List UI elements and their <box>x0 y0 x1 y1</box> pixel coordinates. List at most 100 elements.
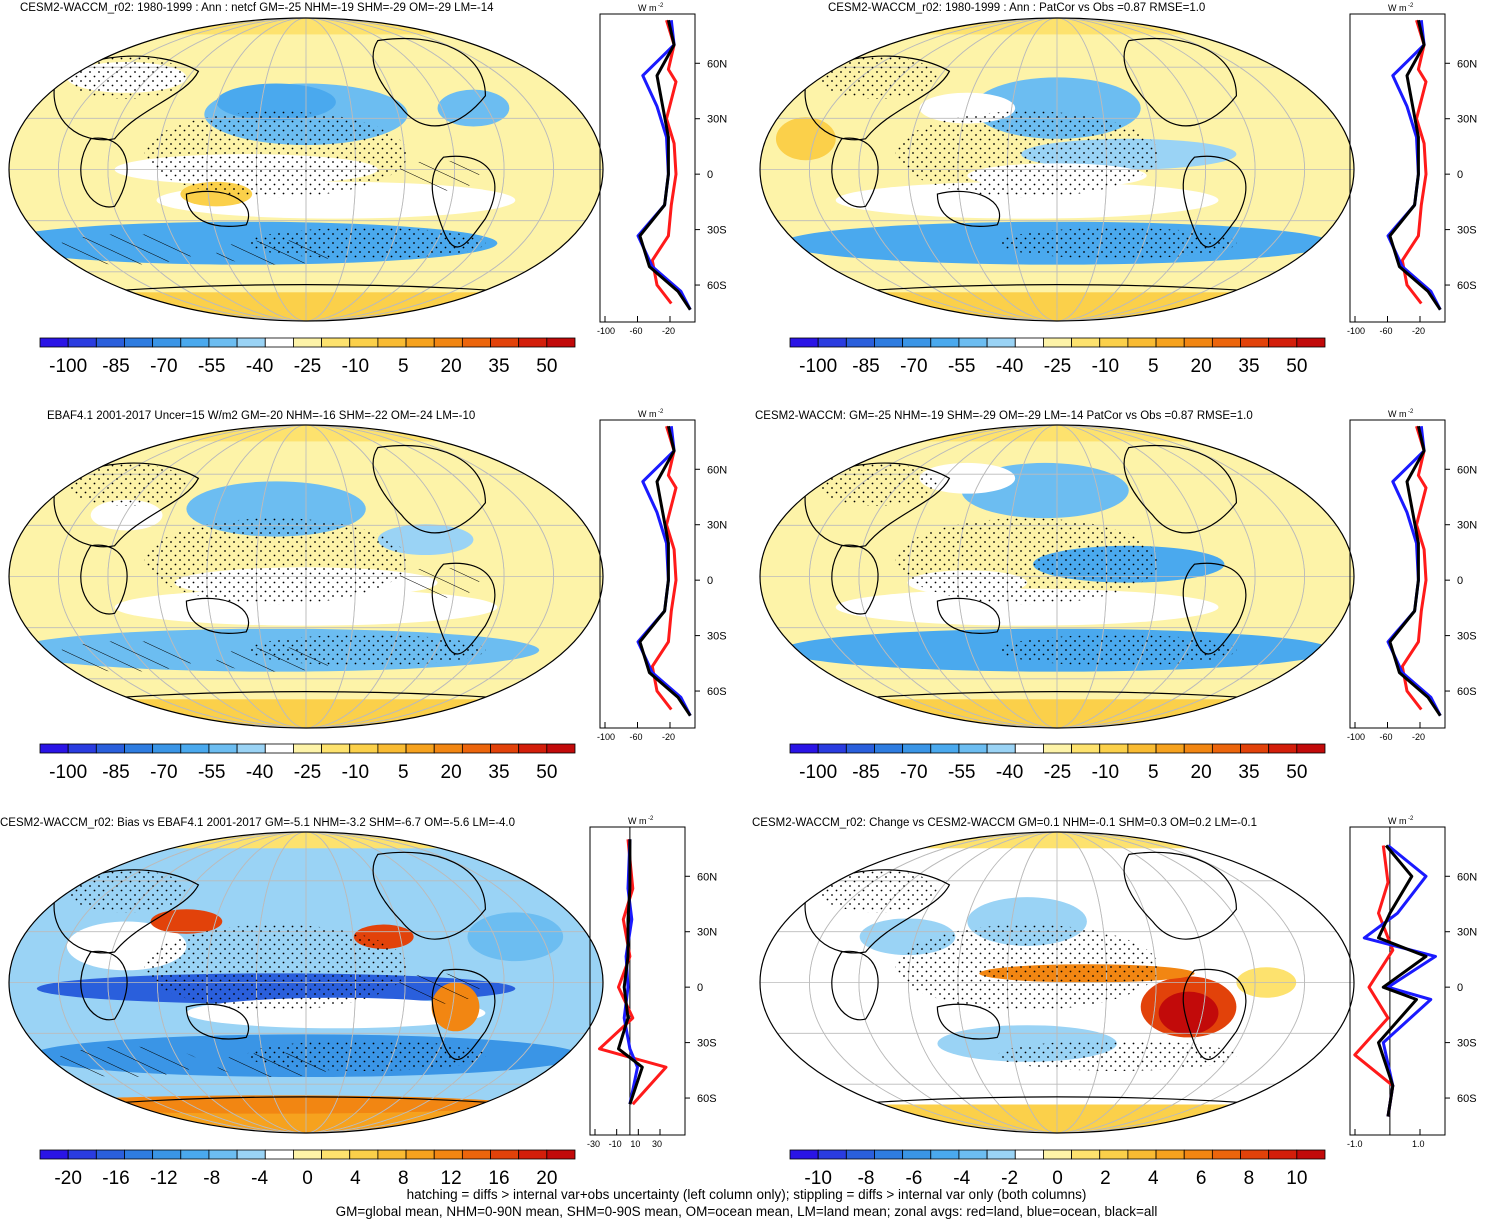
colorbar-swatch <box>902 337 932 348</box>
x-tick-label: -100 <box>597 732 615 742</box>
colorbar-label: -70 <box>150 762 177 783</box>
panel-title: CESM2-WACCM_r02: Change vs CESM2-WACCM G… <box>752 817 1257 829</box>
coastline <box>936 1003 1000 1040</box>
colorbar-label: 20 <box>441 762 462 783</box>
colorbar-swatch <box>95 1149 125 1160</box>
colorbar-label: -8 <box>203 1168 220 1188</box>
graticule-line <box>107 425 505 728</box>
lat-label: 60N <box>707 58 727 70</box>
colorbar-swatch <box>490 743 520 754</box>
colorbar-swatch <box>293 337 322 348</box>
hatching <box>395 973 480 1004</box>
colorbar-label: 35 <box>1238 356 1259 377</box>
stippling <box>817 55 938 99</box>
colorbar-swatch <box>902 743 932 754</box>
colorbar-label: -10 <box>804 1168 831 1188</box>
colorbar-swatch <box>1014 743 1044 754</box>
global-map <box>759 424 1355 729</box>
colorbar-swatch <box>405 743 435 754</box>
units-label: W m <box>638 3 657 13</box>
x-tick-label: -20 <box>662 732 675 742</box>
coastline <box>431 968 496 1061</box>
graticule-line <box>107 832 505 1133</box>
lat-label: 0 <box>1457 982 1463 994</box>
x-tick-label: 10 <box>630 1139 640 1149</box>
colorbar-swatch <box>1043 337 1072 348</box>
x-tick-label: -100 <box>597 326 615 336</box>
coastline <box>372 37 487 127</box>
lat-label: 30N <box>1457 114 1477 126</box>
colorbar-swatch <box>124 743 154 754</box>
colorbar-swatch <box>321 1149 351 1160</box>
colorbar-label: 10 <box>1286 1168 1307 1188</box>
colorbar-swatch <box>1183 743 1213 754</box>
colorbar-label: -6 <box>905 1168 922 1188</box>
zonal-mean-line <box>1362 844 1437 1117</box>
colorbar-swatch <box>1211 743 1241 754</box>
stippling <box>895 924 1159 1010</box>
lat-label: 30S <box>1457 631 1477 643</box>
colorbar: -10 -8 -6 -4 -2 0 2 4 6 8 10 <box>789 1149 1326 1188</box>
colorbar-swatch <box>1014 337 1044 348</box>
graticule-line <box>808 425 1306 728</box>
zonal-frame <box>1349 13 1446 323</box>
colorbar-label: -25 <box>294 762 321 783</box>
hatching <box>216 240 336 265</box>
units-exponent: -2 <box>658 3 664 9</box>
stippling <box>997 1040 1237 1071</box>
colorbar-swatch <box>1043 743 1072 754</box>
coastline <box>372 444 487 534</box>
graticule-line <box>57 832 555 1133</box>
colorbar-swatch <box>95 337 125 348</box>
colorbar-swatch <box>67 337 97 348</box>
map-field <box>1158 991 1219 1035</box>
map-field <box>36 1095 516 1114</box>
lat-label: 60S <box>707 686 727 698</box>
zonal-average-plot: W m -2 60N 30N 0 30S 60S -100 -60 -20 <box>1347 3 1477 336</box>
colorbar-label: 20 <box>536 1168 557 1188</box>
colorbar-swatch <box>293 1149 322 1160</box>
colorbar-label: -85 <box>102 356 129 377</box>
colorbar-swatch <box>1099 337 1129 348</box>
colorbar-label: -55 <box>198 356 225 377</box>
lat-label: 30N <box>707 520 727 532</box>
colorbar-swatch <box>1268 743 1298 754</box>
colorbar-swatch <box>67 743 97 754</box>
colorbar: -20 -16 -12 -8 -4 0 4 8 12 16 20 <box>39 1149 576 1188</box>
coastline <box>804 869 951 954</box>
colorbar-label: -70 <box>150 356 177 377</box>
lat-label: 30S <box>707 225 727 237</box>
colorbar-swatch <box>152 337 182 348</box>
colorbar-label: -40 <box>996 356 1023 377</box>
colorbar-swatch <box>349 337 379 348</box>
colorbar-swatch <box>845 743 875 754</box>
lat-label: 30N <box>697 927 717 939</box>
colorbar-swatch <box>490 337 520 348</box>
map-field <box>835 588 1219 626</box>
map-border <box>759 424 1355 729</box>
map-border <box>8 17 604 322</box>
colorbar: -100 -85 -70 -55 -40 -25 -10 5 20 35 50 <box>39 743 576 783</box>
lat-label: 30N <box>707 114 727 126</box>
coastline <box>53 869 200 954</box>
colorbar-swatch <box>1296 337 1326 348</box>
colorbar-swatch <box>39 337 69 348</box>
coastline <box>936 597 1000 634</box>
colorbar-swatch <box>67 1149 97 1160</box>
colorbar-swatch <box>152 743 182 754</box>
lat-label: 60N <box>697 871 717 883</box>
colorbar-label: 8 <box>1244 1168 1255 1188</box>
stippling <box>66 869 187 913</box>
zonal-average-plot: W m -2 60N 30N 0 30S 60S -100 -60 -20 <box>597 409 727 742</box>
colorbar-swatch <box>817 337 847 348</box>
units-exponent: -2 <box>1408 3 1414 9</box>
colorbar-label: 50 <box>1286 762 1307 783</box>
colorbar-label: 0 <box>1052 1168 1063 1188</box>
colorbar-swatch <box>789 337 819 348</box>
coastline <box>1123 851 1238 940</box>
lat-label: 60S <box>1457 1093 1477 1105</box>
coastline <box>372 851 487 940</box>
colorbar-swatch <box>1014 1149 1044 1160</box>
colorbar-swatch <box>1240 1149 1270 1160</box>
colorbar-label: -55 <box>948 356 975 377</box>
